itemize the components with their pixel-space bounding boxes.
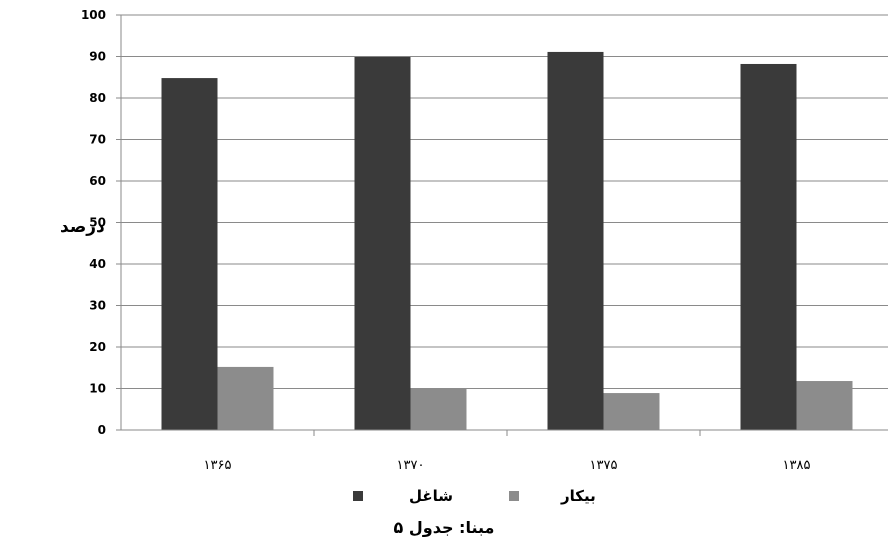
x-tick-label: ۱۳۷۵ bbox=[590, 458, 618, 473]
bar-unemployed-3 bbox=[796, 381, 853, 430]
bar-unemployed-2 bbox=[603, 393, 660, 430]
grid bbox=[121, 14, 888, 389]
x-tick-label: ۱۳۷۰ bbox=[397, 458, 425, 473]
y-axis-label: درصد bbox=[60, 217, 105, 237]
y-tick-label: 0 bbox=[98, 423, 106, 437]
y-tick-label: 10 bbox=[89, 382, 106, 396]
bar-unemployed-0 bbox=[217, 366, 274, 430]
y-tick-label: 40 bbox=[89, 257, 106, 271]
bars bbox=[161, 51, 853, 431]
x-tick-label: ۱۳۸۵ bbox=[783, 458, 811, 473]
bar-employed-0 bbox=[161, 78, 218, 430]
legend: شاغل بیکار bbox=[353, 487, 596, 505]
y-tick-label: 20 bbox=[89, 340, 106, 354]
y-tick-label: 30 bbox=[89, 299, 106, 313]
y-tick-label: 70 bbox=[89, 133, 106, 147]
legend-label: شاغل bbox=[409, 487, 453, 505]
y-tick-label: 100 bbox=[81, 8, 106, 22]
legend-label: بیکار bbox=[560, 487, 596, 505]
bar-employed-1 bbox=[354, 56, 411, 430]
bar-employed-2 bbox=[547, 51, 604, 431]
y-tick-label: 80 bbox=[89, 91, 106, 105]
source-note: مبنا: جدول ۵ bbox=[394, 518, 495, 537]
y-tick-label: 60 bbox=[89, 174, 106, 188]
y-tick-label: 50 bbox=[89, 216, 106, 230]
y-axis-ticks: 0 10 20 30 40 50 60 70 80 90 100 bbox=[81, 8, 121, 437]
bar-unemployed-1 bbox=[410, 388, 467, 430]
x-axis-ticks: ۱۳۶۵ ۱۳۷۰ ۱۳۷۵ ۱۳۸۵ bbox=[204, 430, 811, 473]
bar-employed-3 bbox=[740, 63, 797, 430]
x-tick-label: ۱۳۶۵ bbox=[204, 458, 232, 473]
legend-swatch-employed bbox=[353, 491, 363, 501]
y-tick-label: 90 bbox=[89, 50, 106, 64]
legend-swatch-unemployed bbox=[509, 491, 519, 501]
